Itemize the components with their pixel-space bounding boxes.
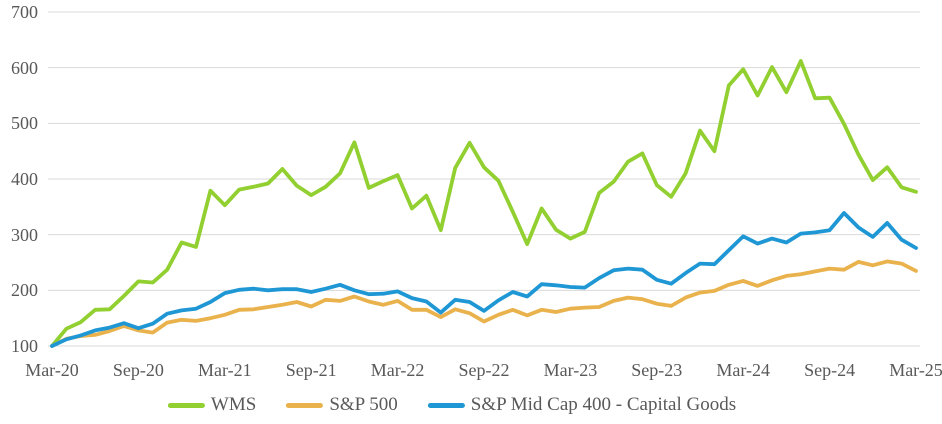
gridlines xyxy=(48,11,920,347)
series-line-0 xyxy=(50,59,918,348)
series-line-1 xyxy=(50,259,918,348)
y-tick-label: 200 xyxy=(11,280,38,301)
legend: WMS S&P 500 S&P Mid Cap 400 - Capital Go… xyxy=(167,394,737,415)
x-tick-label: Mar-21 xyxy=(197,360,252,380)
sp500-line-swatch-icon xyxy=(286,402,324,408)
y-tick-label: 100 xyxy=(11,336,38,356)
x-tick-label: Mar-22 xyxy=(370,360,425,380)
legend-label-midcap400: S&P Mid Cap 400 - Capital Goods xyxy=(470,394,737,415)
x-tick-label: Mar-23 xyxy=(543,360,598,380)
midcap400-line-swatch-icon xyxy=(427,402,465,408)
legend-item-wms: WMS xyxy=(167,394,257,415)
legend-label-wms: WMS xyxy=(210,394,257,415)
legend-label-sp500: S&P 500 xyxy=(329,394,398,415)
legend-item-midcap400-capital-goods: S&P Mid Cap 400 - Capital Goods xyxy=(427,394,737,415)
y-tick-label: 700 xyxy=(11,2,38,22)
series-line-2 xyxy=(50,211,918,348)
x-tick-label: Mar-24 xyxy=(716,360,770,380)
x-tick-label: Sep-23 xyxy=(631,360,683,380)
x-tick-label: Sep-24 xyxy=(804,360,856,380)
x-tick-label: Sep-21 xyxy=(285,360,337,380)
x-tick-label: Mar-20 xyxy=(25,360,79,380)
x-tick-label: Sep-22 xyxy=(458,360,510,380)
x-tick-label: Sep-20 xyxy=(112,360,164,380)
wms-line-swatch-icon xyxy=(167,402,205,408)
series-lines xyxy=(50,59,918,348)
y-tick-label: 400 xyxy=(11,169,38,189)
y-tick-label: 300 xyxy=(11,224,38,245)
y-tick-label: 600 xyxy=(11,57,38,78)
legend-item-sp500: S&P 500 xyxy=(286,394,398,415)
x-tick-label: Mar-25 xyxy=(889,360,942,380)
y-tick-label: 500 xyxy=(11,113,38,134)
